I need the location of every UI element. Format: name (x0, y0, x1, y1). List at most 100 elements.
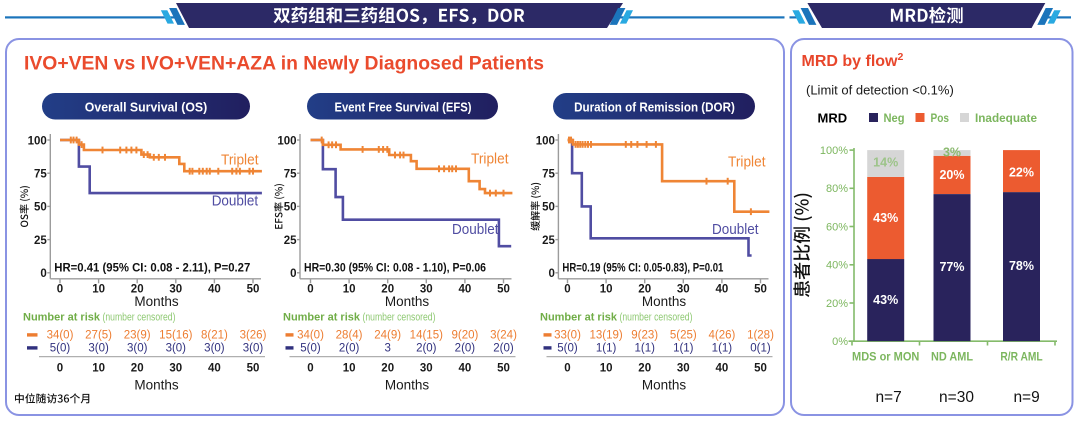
svg-text:0: 0 (290, 268, 296, 280)
svg-text:8(21): 8(21) (201, 330, 228, 342)
svg-text:80%: 80% (826, 183, 848, 195)
svg-text:24(9): 24(9) (374, 330, 401, 342)
svg-text:100: 100 (536, 135, 555, 147)
svg-text:13(19): 13(19) (589, 330, 622, 342)
svg-text:50: 50 (497, 363, 510, 375)
svg-text:60%: 60% (826, 221, 848, 233)
svg-text:0(1): 0(1) (750, 343, 771, 355)
svg-text:Months: Months (385, 378, 430, 393)
svg-text:3(26): 3(26) (240, 330, 267, 342)
svg-text:Doublet: Doublet (712, 222, 759, 238)
svg-text:n=7: n=7 (875, 389, 901, 406)
svg-text:25: 25 (34, 235, 47, 247)
svg-text:10: 10 (92, 363, 105, 375)
svg-text:Inadequate: Inadequate (975, 111, 1037, 125)
svg-text:HR=0.19 (95% CI: 0.05-0.83), P: HR=0.19 (95% CI: 0.05-0.83), P=0.01 (562, 263, 723, 275)
svg-text:3: 3 (384, 343, 390, 355)
svg-text:(number censored): (number censored) (363, 312, 436, 324)
svg-text:3(0): 3(0) (243, 343, 264, 355)
svg-text:50: 50 (247, 284, 260, 296)
svg-text:R/R AML: R/R AML (1000, 350, 1042, 364)
svg-text:20: 20 (131, 284, 144, 296)
svg-text:0: 0 (40, 268, 46, 280)
svg-text:30: 30 (677, 284, 690, 296)
svg-text:50: 50 (754, 284, 767, 296)
svg-text:50: 50 (754, 363, 767, 375)
svg-text:9(23): 9(23) (631, 330, 658, 342)
svg-text:Doublet: Doublet (452, 222, 499, 238)
svg-text:20: 20 (131, 363, 144, 375)
svg-text:30: 30 (420, 363, 433, 375)
svg-text:10: 10 (600, 284, 613, 296)
svg-text:5(25): 5(25) (670, 330, 697, 342)
svg-text:14%: 14% (873, 156, 898, 170)
svg-text:2(0): 2(0) (339, 343, 360, 355)
svg-text:1(28): 1(28) (747, 330, 774, 342)
svg-text:50: 50 (247, 363, 260, 375)
svg-text:3(0): 3(0) (88, 343, 109, 355)
svg-text:34(0): 34(0) (47, 330, 74, 342)
svg-text:40%: 40% (826, 260, 848, 272)
svg-text:5(0): 5(0) (50, 343, 71, 355)
svg-text:10: 10 (600, 363, 613, 375)
svg-text:77%: 77% (939, 260, 964, 274)
svg-text:Months: Months (642, 294, 687, 309)
svg-text:HR=0.30 (95% CI: 0.08 - 1.10),: HR=0.30 (95% CI: 0.08 - 1.10), P=0.06 (304, 263, 486, 275)
svg-text:28(4): 28(4) (336, 330, 363, 342)
svg-text:10: 10 (92, 284, 105, 296)
svg-text:(number censored): (number censored) (103, 312, 176, 324)
svg-text:0: 0 (57, 363, 63, 375)
svg-text:30: 30 (169, 363, 182, 375)
svg-text:Event Free Survival (EFS): Event Free Survival (EFS) (335, 100, 472, 115)
svg-text:3(0): 3(0) (204, 343, 225, 355)
svg-text:Months: Months (134, 378, 179, 393)
svg-text:MRD by flow2: MRD by flow2 (802, 51, 904, 70)
svg-text:25: 25 (542, 235, 555, 247)
svg-text:(Limit of detection <0.1%): (Limit of detection <0.1%) (806, 83, 954, 98)
svg-text:100: 100 (277, 135, 296, 147)
svg-text:0: 0 (307, 363, 313, 375)
svg-text:Triplet: Triplet (221, 153, 259, 169)
svg-text:27(5): 27(5) (85, 330, 112, 342)
svg-text:20: 20 (381, 284, 394, 296)
svg-text:3(0): 3(0) (127, 343, 148, 355)
svg-text:MRD: MRD (818, 111, 848, 126)
svg-text:MDS or MON: MDS or MON (852, 350, 919, 364)
svg-text:Triplet: Triplet (728, 155, 766, 171)
svg-text:4(26): 4(26) (708, 330, 735, 342)
svg-text:HR=0.41 (95% CI: 0.08 - 2.11),: HR=0.41 (95% CI: 0.08 - 2.11), P=0.27 (54, 263, 250, 275)
svg-text:3(0): 3(0) (166, 343, 187, 355)
svg-text:10: 10 (343, 284, 356, 296)
svg-text:Months: Months (134, 294, 179, 309)
svg-text:ND AML: ND AML (931, 350, 973, 364)
svg-text:50: 50 (542, 202, 555, 214)
svg-text:30: 30 (420, 284, 433, 296)
svg-text:0%: 0% (832, 336, 848, 348)
svg-text:5(0): 5(0) (300, 343, 321, 355)
svg-text:75: 75 (34, 169, 47, 181)
svg-text:40: 40 (459, 284, 472, 296)
svg-text:2(0): 2(0) (455, 343, 476, 355)
svg-text:14(15): 14(15) (410, 330, 443, 342)
svg-text:n=9: n=9 (1013, 389, 1039, 406)
svg-text:50: 50 (34, 202, 47, 214)
svg-text:0: 0 (307, 284, 313, 296)
svg-text:40: 40 (716, 363, 729, 375)
svg-text:0: 0 (564, 284, 570, 296)
svg-text:20: 20 (638, 284, 651, 296)
svg-text:10: 10 (343, 363, 356, 375)
svg-text:IVO+VEN vs IVO+VEN+AZA in Newl: IVO+VEN vs IVO+VEN+AZA in Newly Diagnose… (24, 53, 544, 74)
svg-text:Triplet: Triplet (471, 152, 509, 168)
svg-text:2(0): 2(0) (493, 343, 514, 355)
svg-text:50: 50 (497, 284, 510, 296)
svg-text:75: 75 (542, 169, 555, 181)
svg-text:100%: 100% (820, 145, 848, 157)
svg-text:9(20): 9(20) (451, 330, 478, 342)
svg-text:Months: Months (642, 378, 687, 393)
svg-text:0: 0 (57, 284, 63, 296)
svg-text:Overall Survival (OS): Overall Survival (OS) (85, 100, 207, 115)
svg-text:1(1): 1(1) (634, 343, 655, 355)
svg-text:40: 40 (208, 284, 221, 296)
svg-text:30: 30 (677, 363, 690, 375)
svg-text:5(0): 5(0) (557, 343, 578, 355)
